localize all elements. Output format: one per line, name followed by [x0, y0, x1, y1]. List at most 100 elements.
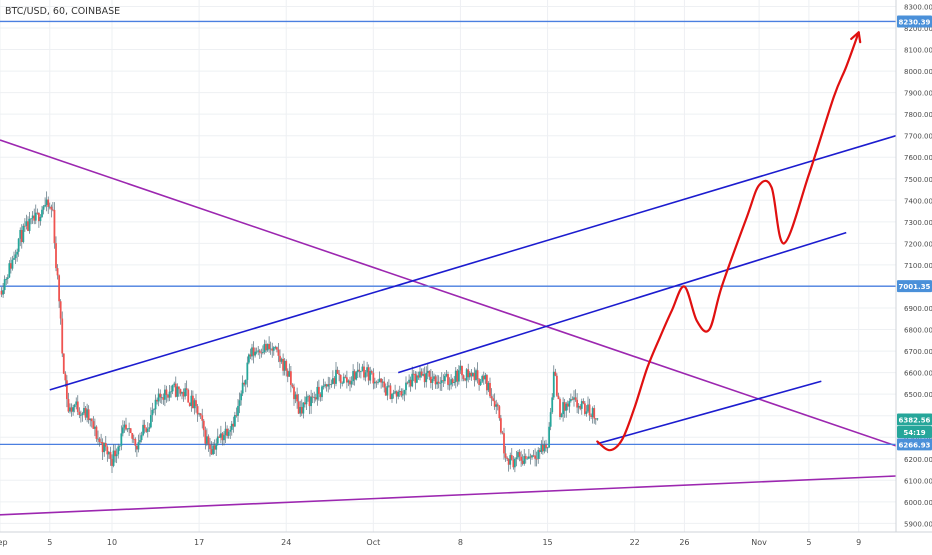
candle-body	[260, 352, 263, 354]
candle-body	[212, 445, 215, 455]
candle-body	[84, 407, 87, 418]
candle-body	[246, 362, 249, 380]
candle-body	[227, 431, 230, 436]
candle-body	[566, 403, 569, 407]
candle-body	[596, 418, 599, 420]
candle-body	[521, 460, 524, 464]
candle-body	[97, 438, 99, 440]
candle-body	[363, 366, 365, 378]
candle-body	[548, 426, 551, 448]
candle-body	[205, 436, 208, 444]
candle-body	[573, 397, 575, 400]
projection-arrow-head	[850, 31, 862, 44]
candle-body	[569, 399, 572, 402]
candle-body	[499, 418, 502, 433]
price-tick-label: 6900.00	[904, 305, 932, 313]
candle-body	[527, 456, 530, 459]
price-tick-label: 6100.00	[904, 477, 932, 485]
candle-body	[233, 415, 236, 427]
candle-body	[187, 389, 190, 403]
candle-body	[55, 243, 57, 269]
candle-body	[266, 343, 269, 351]
candle-body	[461, 365, 463, 376]
time-tick-label: Nov	[751, 538, 767, 547]
candle-body	[358, 369, 361, 372]
candle-body	[19, 230, 22, 239]
time-tick-label: 17	[194, 538, 204, 547]
candle-body	[342, 376, 345, 383]
candle-body	[372, 372, 375, 384]
candle-body	[515, 457, 518, 459]
time-axis[interactable]: Sep 5 10 17 24 Oct 8 15 22 26 Nov 5 9	[0, 538, 861, 547]
candle-body	[313, 397, 316, 399]
candle-body	[475, 370, 477, 381]
candle-body	[594, 418, 597, 420]
horizontal-levels	[0, 20, 896, 446]
candle-body	[76, 401, 79, 412]
candle-body	[355, 372, 358, 380]
candle-body	[448, 384, 451, 386]
candle-body	[279, 355, 281, 362]
candle-body	[518, 452, 521, 457]
candle-body	[149, 415, 152, 428]
candle-body	[308, 396, 311, 407]
candles	[0, 191, 599, 474]
candle-body	[16, 251, 19, 255]
candle-body	[366, 367, 369, 373]
candle-body	[131, 433, 134, 439]
candle-body	[176, 386, 179, 397]
candle-body	[47, 199, 50, 207]
candle-body	[377, 382, 379, 383]
candle-body	[59, 301, 62, 319]
time-tick-label: 5	[47, 538, 52, 547]
time-tick-label: 26	[679, 538, 689, 547]
candle-body	[541, 444, 544, 452]
candle-body	[199, 413, 202, 416]
candle-body	[157, 393, 160, 402]
price-axis[interactable]: 5900.006000.006100.006200.006300.006400.…	[904, 3, 932, 528]
candle-body	[317, 386, 320, 394]
candle-body	[271, 348, 274, 351]
candle-body	[405, 382, 407, 391]
candle-body	[258, 350, 261, 353]
time-tick-label: 22	[630, 538, 640, 547]
candle-body	[229, 429, 232, 432]
candle-body	[171, 385, 174, 392]
candle-body	[443, 376, 446, 382]
candle-body	[484, 375, 487, 380]
candle-body	[552, 371, 555, 398]
candle-body	[283, 360, 286, 371]
candle-body	[297, 401, 300, 414]
candle-body	[179, 389, 182, 394]
candle-body	[294, 394, 297, 400]
candle-body	[540, 444, 543, 453]
candle-body	[177, 386, 180, 390]
candle-body	[311, 396, 314, 398]
candle-body	[207, 436, 210, 445]
candle-body	[254, 351, 257, 356]
current-price-tag: 6382.56	[899, 416, 931, 424]
candle-body	[456, 370, 459, 382]
candle-body	[333, 378, 336, 384]
candle-body	[243, 382, 246, 385]
candle-body	[154, 399, 157, 410]
candle-body	[335, 369, 337, 384]
candle-body	[50, 206, 53, 210]
candle-body	[174, 383, 177, 397]
candle-body	[459, 365, 462, 371]
candle-body	[75, 401, 78, 405]
candle-body	[202, 420, 205, 431]
candle-body	[369, 371, 372, 381]
candle-body	[535, 458, 538, 460]
candle-body	[37, 212, 40, 222]
candle-body	[137, 442, 140, 450]
level-price-tag: 7001.35	[899, 283, 931, 291]
candle-body	[190, 395, 193, 406]
candle-body	[387, 385, 390, 387]
price-tick-label: 7100.00	[904, 262, 932, 270]
bar-countdown-tag-bg	[897, 426, 932, 439]
candle-body	[397, 391, 400, 397]
candle-body	[454, 370, 457, 383]
